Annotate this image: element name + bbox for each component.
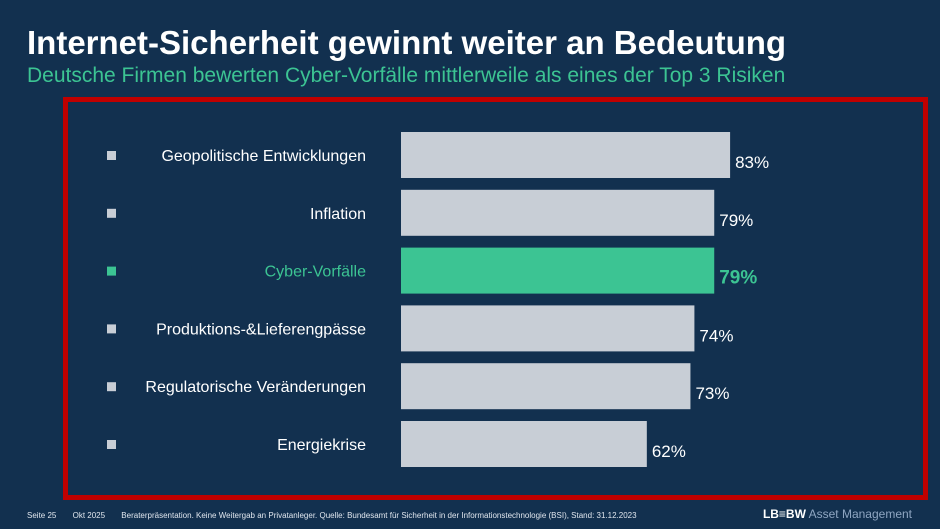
data-label: 79% [719, 268, 757, 289]
category-label: Cyber-Vorfälle [265, 264, 366, 281]
highlight-frame [63, 97, 928, 500]
bullet-icon [107, 324, 116, 334]
category-label: Produktions-&Lieferengpässe [156, 321, 366, 338]
footer: Seite 25 Okt 2025 Beraterpräsentation. K… [27, 511, 651, 520]
data-label: 83% [735, 153, 769, 172]
bullet-icon [107, 382, 116, 392]
page-title: Internet-Sicherheit gewinnt weiter an Be… [27, 24, 787, 61]
data-label: 79% [719, 211, 753, 230]
footer-date: Okt 2025 [72, 511, 106, 520]
data-label: 62% [652, 442, 686, 461]
category-label: Energiekrise [277, 437, 366, 454]
bar [401, 247, 715, 294]
data-label: 74% [699, 326, 733, 345]
category-label: Regulatorische Veränderungen [145, 379, 366, 396]
bar [401, 189, 715, 236]
data-label: 73% [695, 384, 729, 403]
bullet-icon [107, 440, 116, 449]
bar [401, 132, 731, 178]
page-number: Seite 25 [27, 511, 57, 520]
bullet-icon [107, 208, 116, 218]
page-subtitle: Deutsche Firmen bewerten Cyber-Vorfälle … [27, 64, 786, 87]
logo: LB≡BW Asset Management [762, 507, 912, 521]
bullet-icon [107, 151, 116, 160]
footer-note: Beraterpräsentation. Keine Weitergab an … [121, 511, 637, 520]
category-label: Inflation [310, 206, 366, 223]
bar [401, 305, 695, 352]
bar [401, 363, 691, 410]
bar [401, 421, 647, 467]
category-label: Geopolitische Entwicklungen [161, 148, 366, 165]
bullet-icon [107, 266, 116, 276]
